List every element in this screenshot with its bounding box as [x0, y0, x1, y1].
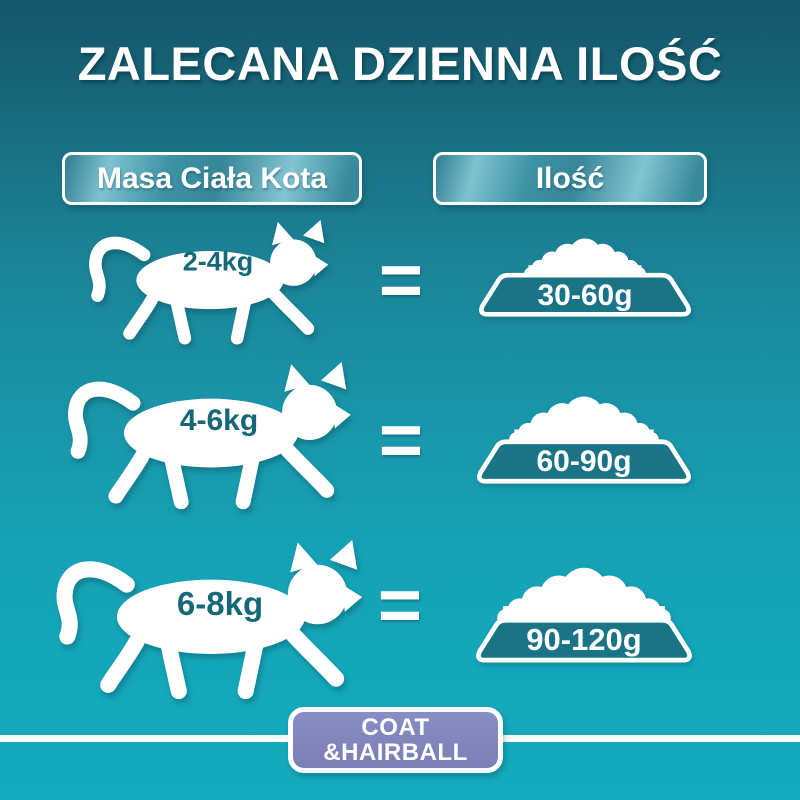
weight-range-label: 4-6kg — [179, 404, 259, 437]
equals-icon: = — [377, 563, 423, 648]
amount-range-label: 60-90g — [536, 445, 632, 478]
equals-icon: = — [378, 398, 424, 483]
badge-line1: COAT — [361, 713, 430, 741]
equals-icon: = — [378, 238, 424, 323]
column-header-amount-label: Ilość — [535, 161, 605, 195]
column-header-amount: Ilość — [433, 152, 707, 205]
column-header-weight-label: Masa Ciała Kota — [96, 161, 328, 195]
column-header-weight: Masa Ciała Kota — [62, 152, 362, 205]
weight-range-label: 2-4kg — [182, 246, 254, 277]
badge-line2: &HAIRBALL — [323, 739, 468, 766]
amount-range-label: 30-60g — [537, 279, 633, 312]
product-variant-badge: COAT &HAIRBALL — [288, 707, 503, 773]
cat-silhouette-icon — [84, 220, 336, 346]
weight-range-label: 6-8kg — [176, 585, 264, 622]
amount-range-label: 90-120g — [526, 622, 642, 657]
page-title: ZALECANA DZIENNA ILOŚĆ — [77, 37, 723, 90]
